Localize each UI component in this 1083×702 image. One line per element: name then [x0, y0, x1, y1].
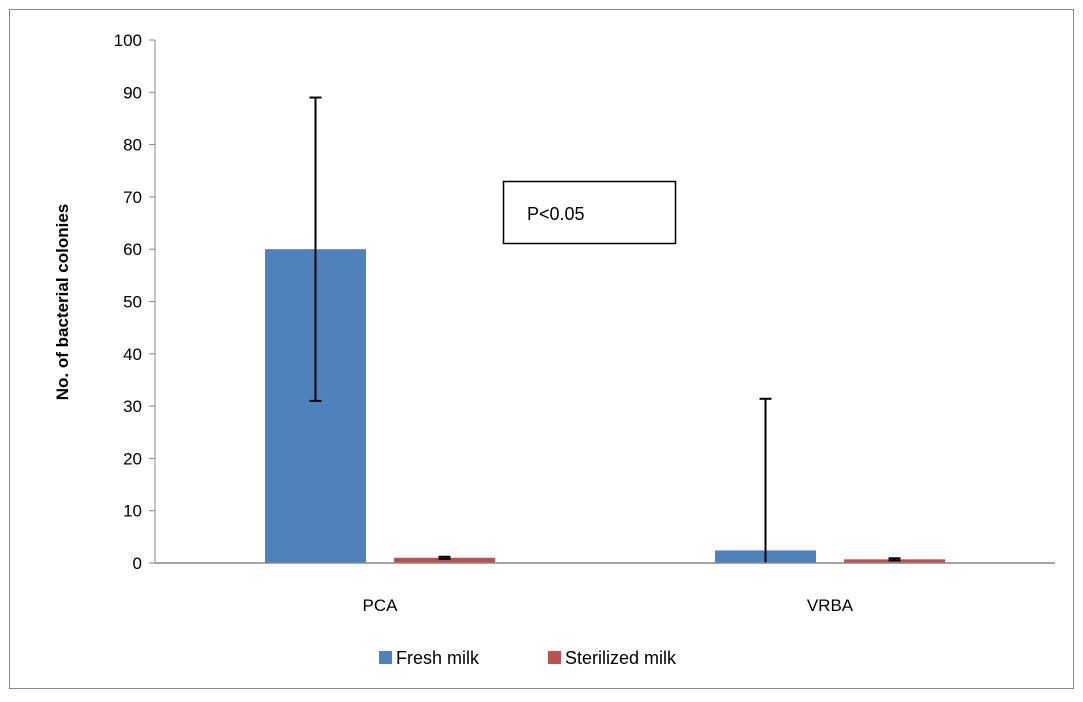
bar-pca-1: [394, 557, 495, 563]
y-tick-label: 20: [123, 449, 142, 468]
legend-swatch: [379, 651, 392, 664]
y-tick-label: 0: [133, 554, 142, 573]
annotation-box: [502, 180, 677, 245]
y-tick-label: 30: [123, 397, 142, 416]
legend-label: Sterilized milk: [565, 648, 677, 668]
y-tick-label: 80: [123, 136, 142, 155]
y-tick-label: 90: [123, 83, 142, 102]
y-tick-label: 10: [123, 502, 142, 521]
x-tick-label: PCA: [363, 596, 399, 615]
y-tick-label: 100: [114, 31, 142, 50]
annotation-text: P<0.05: [527, 204, 585, 224]
chart-border: [9, 9, 1074, 689]
y-tick-label: 70: [123, 188, 142, 207]
x-tick-label: VRBA: [807, 596, 854, 615]
y-axis-label: No. of bacterial colonies: [53, 204, 72, 401]
y-tick-label: 40: [123, 345, 142, 364]
y-tick-label: 50: [123, 293, 142, 312]
legend-label: Fresh milk: [396, 648, 480, 668]
legend-swatch: [548, 651, 561, 664]
y-tick-label: 60: [123, 240, 142, 259]
